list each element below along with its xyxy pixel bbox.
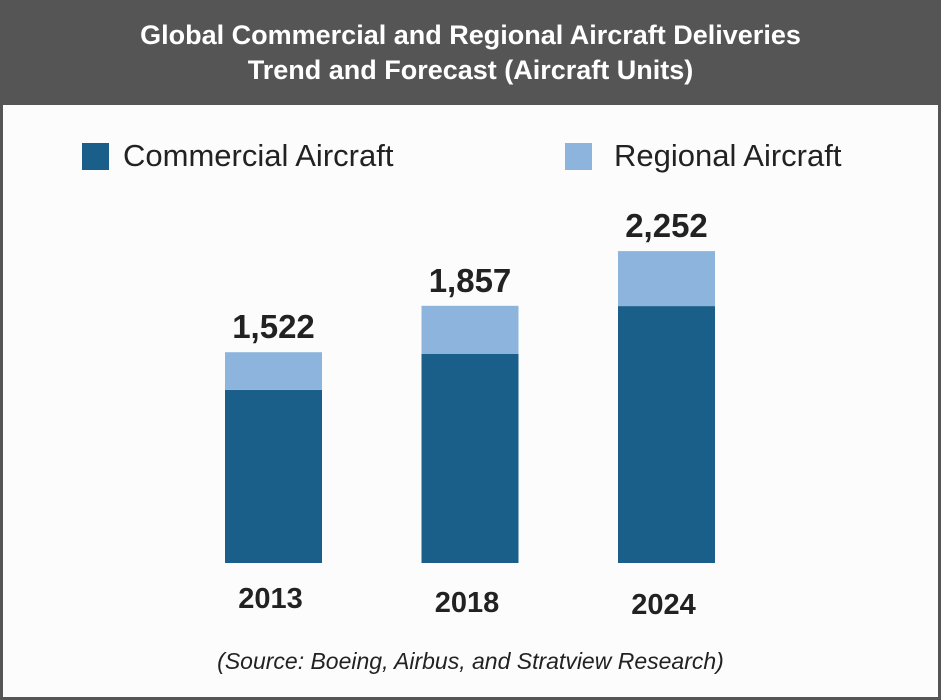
total-label-2024: 2,252 xyxy=(625,207,708,244)
legend-item-commercial: Commercial Aircraft xyxy=(82,138,393,174)
x-tick-label-2024: 2024 xyxy=(631,589,696,621)
chart-title: Global Commercial and Regional Aircraft … xyxy=(0,0,941,105)
chart-title-line-2: Trend and Forecast (Aircraft Units) xyxy=(247,54,694,85)
chart-title-line-1: Global Commercial and Regional Aircraft … xyxy=(140,19,801,50)
legend-swatch-regional xyxy=(565,142,592,170)
total-label-2018: 1,857 xyxy=(429,262,512,299)
bar-commercial-2018 xyxy=(421,354,519,563)
legend-swatch-commercial xyxy=(82,142,109,170)
legend-label-regional: Regional Aircraft xyxy=(614,138,842,173)
bar-regional-2024 xyxy=(618,251,715,307)
legend-label-commercial: Commercial Aircraft xyxy=(123,138,394,173)
bar-regional-2013 xyxy=(225,352,322,390)
legend-item-regional: Regional Aircraft xyxy=(565,138,841,174)
source-note: (Source: Boeing, Airbus, and Stratview R… xyxy=(217,648,724,674)
total-label-2013: 1,522 xyxy=(232,308,315,345)
bar-commercial-2013 xyxy=(225,389,322,563)
x-tick-label-2013: 2013 xyxy=(238,583,303,615)
x-tick-label-2018: 2018 xyxy=(435,587,500,619)
bar-commercial-2024 xyxy=(618,306,715,563)
bar-regional-2018 xyxy=(421,305,519,355)
